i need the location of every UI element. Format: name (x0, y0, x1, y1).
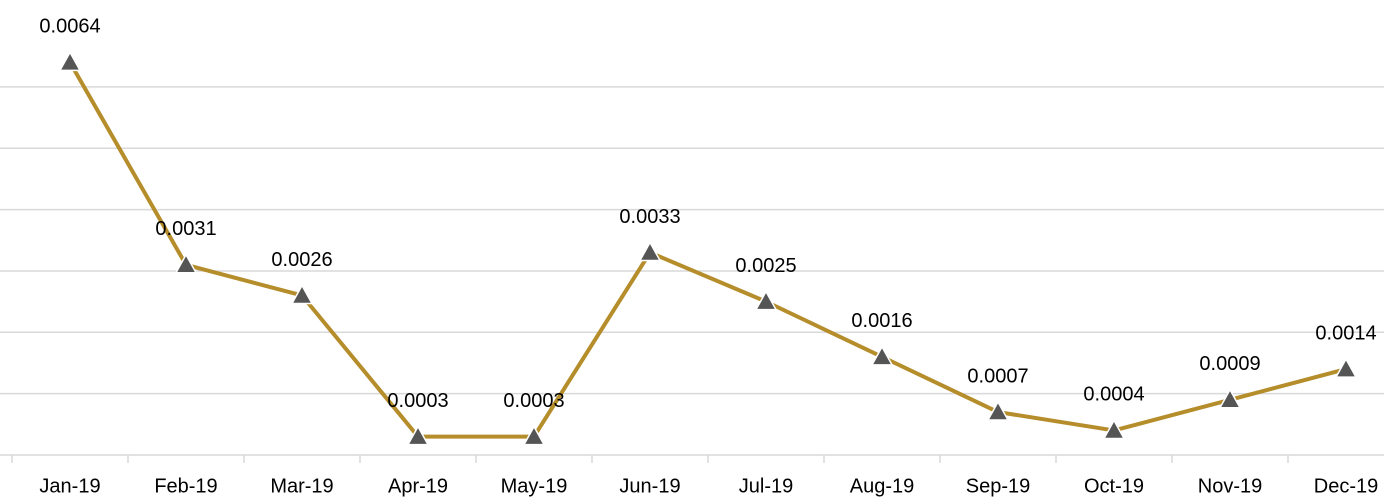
marker (870, 345, 894, 366)
marker (986, 400, 1010, 421)
x-tick-label: Jul-19 (739, 475, 793, 497)
x-tick-label: Jun-19 (619, 475, 680, 497)
marker (522, 425, 546, 446)
x-tick-label: Dec-19 (1314, 475, 1378, 497)
x-tick-label: Nov-19 (1198, 475, 1262, 497)
marker (58, 50, 82, 72)
marker (1218, 388, 1242, 409)
x-tick-label: May-19 (501, 475, 568, 497)
data-label: 0.0031 (155, 218, 216, 240)
data-label: 0.0004 (1083, 384, 1144, 406)
data-label: 0.0007 (967, 365, 1028, 387)
data-label: 0.0064 (39, 16, 100, 38)
series-line (68, 61, 1347, 439)
marker (638, 240, 662, 262)
data-label: 0.0033 (619, 206, 680, 228)
marker (1102, 418, 1126, 440)
data-label: 0.0009 (1199, 353, 1260, 375)
x-tick-label: Mar-19 (270, 475, 333, 497)
x-tick-label: Aug-19 (850, 475, 915, 497)
marker (1334, 357, 1358, 378)
marker (174, 253, 198, 274)
data-label: 0.0026 (271, 249, 332, 271)
marker (406, 425, 430, 446)
marker (290, 283, 314, 305)
x-tick-label: Apr-19 (388, 475, 448, 497)
x-tick-label: Feb-19 (154, 475, 217, 497)
data-label: 0.0003 (387, 390, 448, 412)
data-label: 0.0014 (1315, 322, 1376, 344)
marker (754, 290, 778, 311)
data-label: 0.0016 (851, 310, 912, 332)
x-tick-label: Oct-19 (1084, 475, 1144, 497)
data-label: 0.0025 (735, 255, 796, 277)
x-tick-label: Sep-19 (966, 475, 1031, 497)
x-tick-label: Jan-19 (39, 475, 100, 497)
data-label: 0.0003 (503, 390, 564, 412)
